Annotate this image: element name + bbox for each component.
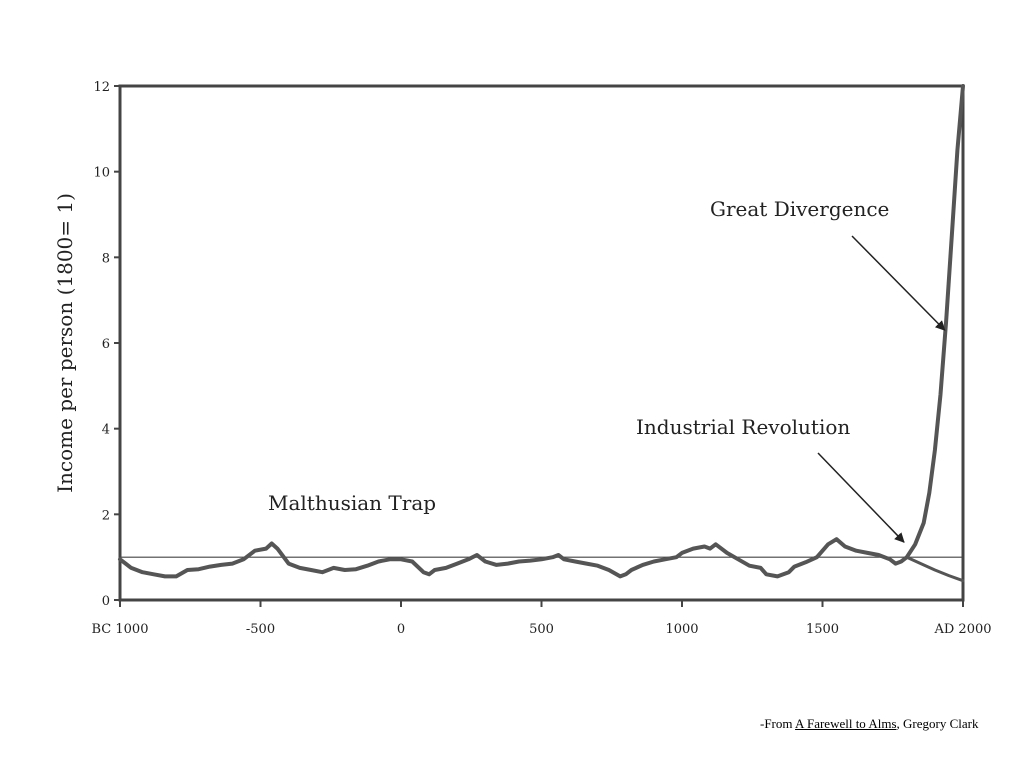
x-tick-label: 1500 xyxy=(806,622,839,637)
arrow-industrial-revolution xyxy=(817,452,905,543)
caption-book-title: A Farewell to Alms xyxy=(795,716,897,731)
y-tick-label: 2 xyxy=(102,508,110,523)
annotation-great-divergence: Great Divergence xyxy=(710,197,889,221)
caption-author: , Gregory Clark xyxy=(896,716,979,731)
x-tick-label: 1000 xyxy=(665,622,698,637)
x-tick-label: AD 2000 xyxy=(933,622,991,637)
series-line-lower xyxy=(905,555,965,583)
y-tick-label: 12 xyxy=(93,80,110,95)
series-line-main xyxy=(118,84,965,579)
y-tick-label: 10 xyxy=(93,166,110,181)
x-tick-label: BC 1000 xyxy=(92,622,149,637)
x-tick-label: 500 xyxy=(529,622,554,637)
plot-frame xyxy=(118,84,965,602)
arrow-great-divergence xyxy=(851,235,946,331)
y-tick-label: 4 xyxy=(102,423,110,438)
y-tick-label: 0 xyxy=(102,594,110,609)
caption-prefix: -From xyxy=(760,716,796,731)
x-axis: BC 1000 -500 0 500 1000 1500 AD 2000 xyxy=(92,600,992,637)
annotation-malthusian-trap: Malthusian Trap xyxy=(268,491,436,515)
source-caption: -From A Farewell to Alms, Gregory Clark xyxy=(760,716,978,732)
x-tick-label: 0 xyxy=(397,622,405,637)
y-axis: 0 2 4 6 8 10 12 xyxy=(93,80,120,609)
annotation-industrial-revolution: Industrial Revolution xyxy=(636,415,850,439)
x-tick-label: -500 xyxy=(246,622,275,637)
y-tick-label: 8 xyxy=(102,251,110,266)
y-axis-title: Income per person (1800= 1) xyxy=(53,193,77,493)
y-tick-label: 6 xyxy=(102,337,110,352)
